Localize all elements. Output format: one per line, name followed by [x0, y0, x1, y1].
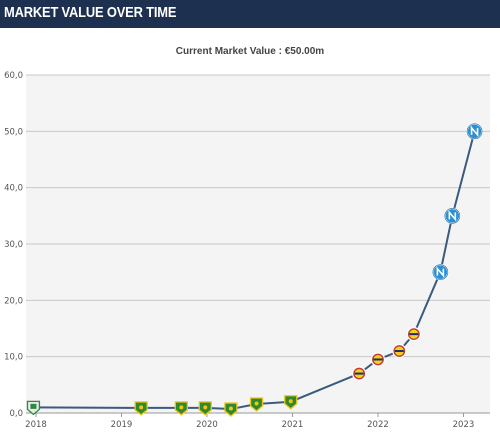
x-tick-label: 2022: [367, 420, 389, 430]
x-tick-label: 2018: [25, 420, 47, 430]
y-tick-label: 40,0: [4, 184, 23, 194]
y-tick-label: 20,0: [4, 296, 23, 306]
y-tick-label: 10,0: [4, 353, 23, 363]
data-point[interactable]: [406, 327, 421, 342]
x-tick-label: 2021: [282, 420, 304, 430]
data-point[interactable]: [444, 207, 461, 225]
page-header: MARKET VALUE OVER TIME: [0, 0, 500, 28]
data-point[interactable]: [392, 343, 407, 359]
page-title: MARKET VALUE OVER TIME: [4, 4, 177, 21]
chart-title: Current Market Value : €50.00m: [175, 46, 325, 57]
data-point[interactable]: [284, 395, 298, 410]
data-point[interactable]: [432, 263, 449, 281]
data-point[interactable]: [249, 397, 264, 412]
x-tick-label: 2019: [111, 420, 133, 430]
data-point[interactable]: [224, 402, 238, 417]
y-tick-label: 60,0: [4, 71, 23, 81]
y-tick-label: 30,0: [4, 240, 23, 250]
data-point[interactable]: [352, 366, 367, 381]
data-point[interactable]: [466, 123, 483, 140]
y-tick-label: 50,0: [4, 127, 23, 137]
x-tick-label: 2023: [453, 420, 475, 430]
data-point[interactable]: [26, 400, 41, 416]
data-point[interactable]: [134, 401, 148, 416]
x-tick-label: 2020: [196, 420, 218, 430]
y-tick-label: 0,0: [9, 409, 23, 419]
data-point[interactable]: [174, 401, 188, 416]
data-point[interactable]: [370, 352, 386, 367]
data-point[interactable]: [198, 401, 212, 416]
